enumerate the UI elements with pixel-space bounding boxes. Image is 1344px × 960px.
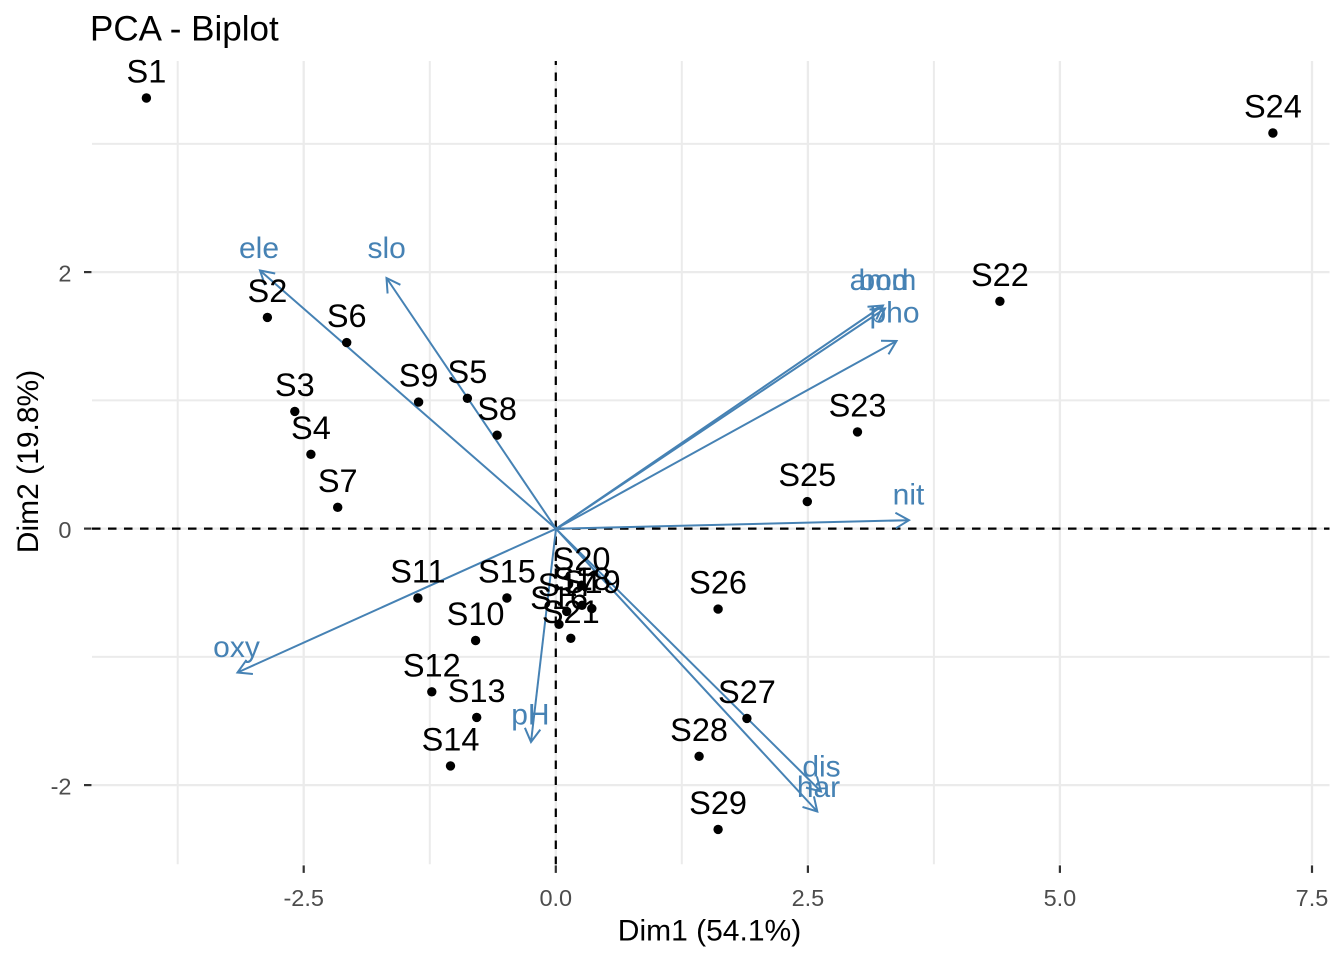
svg-text:slo: slo bbox=[368, 232, 406, 265]
svg-text:S13: S13 bbox=[448, 673, 506, 709]
svg-text:amm: amm bbox=[850, 264, 917, 297]
svg-text:S23: S23 bbox=[829, 388, 887, 424]
svg-text:S22: S22 bbox=[971, 257, 1029, 293]
svg-text:nit: nit bbox=[893, 479, 925, 512]
svg-text:Dim1 (54.1%): Dim1 (54.1%) bbox=[618, 915, 801, 948]
svg-text:S19: S19 bbox=[563, 564, 621, 600]
svg-text:S14: S14 bbox=[422, 722, 480, 758]
svg-text:PCA - Biplot: PCA - Biplot bbox=[90, 10, 279, 49]
svg-text:-2: -2 bbox=[51, 774, 72, 800]
svg-text:dis: dis bbox=[802, 751, 840, 784]
svg-text:S10: S10 bbox=[447, 596, 505, 632]
svg-text:S17: S17 bbox=[538, 567, 596, 603]
svg-text:S24: S24 bbox=[1244, 89, 1302, 125]
svg-text:S1: S1 bbox=[127, 54, 167, 90]
svg-text:5.0: 5.0 bbox=[1044, 885, 1077, 911]
svg-text:0.0: 0.0 bbox=[539, 885, 572, 911]
svg-text:S8: S8 bbox=[477, 391, 517, 427]
svg-text:S16: S16 bbox=[530, 580, 588, 616]
svg-text:S29: S29 bbox=[689, 785, 747, 821]
svg-text:S18: S18 bbox=[553, 561, 611, 597]
svg-text:S3: S3 bbox=[275, 367, 315, 403]
svg-text:S6: S6 bbox=[327, 298, 367, 334]
svg-text:2: 2 bbox=[58, 261, 71, 287]
svg-text:7.5: 7.5 bbox=[1296, 885, 1329, 911]
svg-text:S21: S21 bbox=[542, 594, 600, 630]
svg-text:S28: S28 bbox=[670, 712, 728, 748]
svg-text:S25: S25 bbox=[778, 457, 836, 493]
svg-text:S4: S4 bbox=[291, 410, 331, 446]
svg-text:S7: S7 bbox=[318, 463, 358, 499]
svg-text:har: har bbox=[797, 771, 840, 804]
svg-text:S9: S9 bbox=[399, 358, 439, 394]
svg-text:Dim2 (19.8%): Dim2 (19.8%) bbox=[12, 370, 45, 553]
svg-text:0: 0 bbox=[58, 517, 71, 543]
svg-text:S12: S12 bbox=[403, 647, 461, 683]
svg-text:oxy: oxy bbox=[213, 631, 260, 664]
svg-text:pho: pho bbox=[869, 297, 919, 330]
svg-text:S20: S20 bbox=[553, 541, 611, 577]
svg-text:S27: S27 bbox=[718, 674, 776, 710]
svg-text:S15: S15 bbox=[478, 554, 536, 590]
svg-text:ele: ele bbox=[239, 232, 279, 265]
svg-text:-2.5: -2.5 bbox=[283, 885, 324, 911]
svg-text:S11: S11 bbox=[390, 554, 445, 590]
svg-text:2.5: 2.5 bbox=[792, 885, 825, 911]
svg-text:bod: bod bbox=[858, 264, 908, 297]
svg-text:S5: S5 bbox=[448, 354, 488, 390]
svg-text:pH: pH bbox=[511, 698, 549, 731]
svg-text:S2: S2 bbox=[248, 273, 288, 309]
svg-text:S26: S26 bbox=[689, 565, 747, 601]
